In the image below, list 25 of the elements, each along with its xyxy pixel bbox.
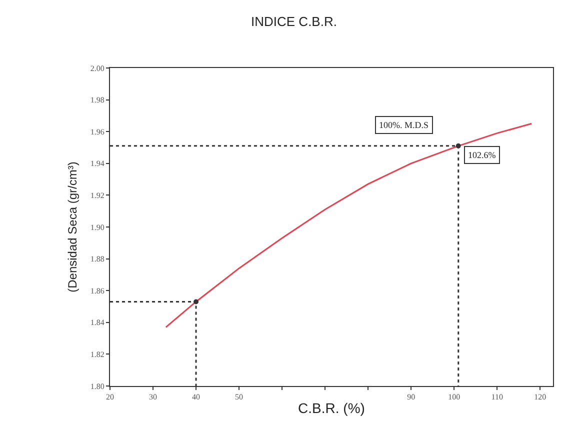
x-tick-label: 40	[192, 392, 200, 402]
x-tick-label: 30	[149, 392, 158, 402]
y-axis-title: (Densidad Seca (gr/cm³)	[66, 162, 80, 292]
y-tick-label: 1.94	[90, 159, 104, 168]
x-tick-label: 120	[534, 392, 546, 402]
y-tick-label: 1.88	[90, 254, 104, 264]
y-tick-label: 2.00	[90, 64, 104, 73]
annotation: 100%. M.D.S	[379, 120, 429, 130]
y-tick-label: 1.80	[90, 382, 104, 391]
x-tick-label: 20	[106, 392, 114, 402]
x-tick-label: 90	[407, 392, 416, 402]
line-series	[165, 122, 532, 328]
y-tick-label: 1.92	[90, 191, 104, 200]
y-tick-label: 1.82	[90, 350, 104, 359]
x-tick-label: 50	[235, 392, 244, 402]
y-tick-label: 1.90	[90, 222, 104, 232]
y-tick-label: 1.98	[90, 96, 104, 105]
annotation: 102.6%	[468, 150, 496, 160]
x-axis-title: C.B.R. (%)	[298, 400, 365, 416]
x-tick-label: 110	[491, 392, 503, 402]
y-tick-label: 1.86	[90, 286, 104, 296]
chart-title: INDICE C.B.R.	[251, 14, 337, 30]
x-tick-label: 100	[448, 392, 460, 402]
y-tick-label: 1.96	[90, 127, 104, 136]
y-tick-label: 1.84	[90, 318, 104, 328]
